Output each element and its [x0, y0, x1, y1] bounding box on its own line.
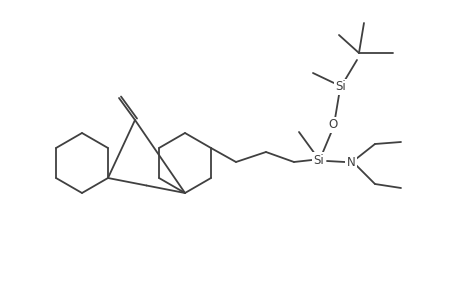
Text: N: N — [346, 155, 355, 169]
Text: Si: Si — [335, 80, 346, 94]
Text: Si: Si — [313, 154, 324, 166]
Text: O: O — [328, 118, 337, 131]
